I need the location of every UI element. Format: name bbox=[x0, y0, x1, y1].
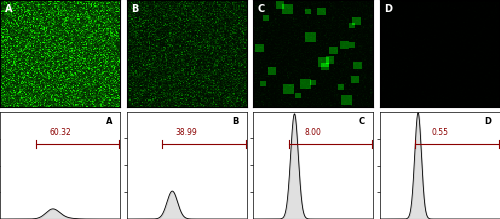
Text: 0.55: 0.55 bbox=[432, 128, 448, 137]
Text: 38.99: 38.99 bbox=[176, 128, 198, 137]
Text: 60.32: 60.32 bbox=[50, 128, 71, 137]
Text: C: C bbox=[359, 117, 365, 126]
Text: D: D bbox=[384, 4, 392, 14]
Text: A: A bbox=[5, 4, 12, 14]
Text: D: D bbox=[484, 117, 492, 126]
Text: C: C bbox=[258, 4, 265, 14]
Text: B: B bbox=[232, 117, 238, 126]
Text: 8.00: 8.00 bbox=[305, 128, 322, 137]
Text: B: B bbox=[132, 4, 138, 14]
Text: A: A bbox=[106, 117, 112, 126]
